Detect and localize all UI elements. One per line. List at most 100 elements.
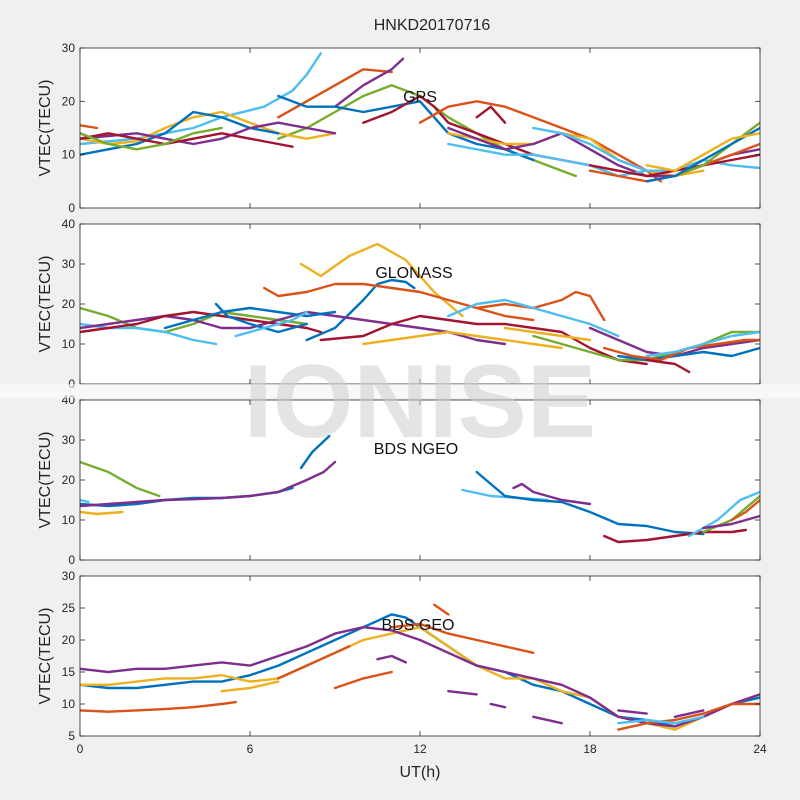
panel-glonass: 0 10 20 30 40 VTEC(TECU) GLONASS xyxy=(37,217,761,391)
series-line xyxy=(234,310,308,338)
panel-gps: 0 10 20 30 VTEC(TECU) GPS xyxy=(37,41,761,215)
y-tick-label: 10 xyxy=(62,148,76,162)
series-line xyxy=(80,322,218,346)
series-line xyxy=(376,654,407,664)
y-tick-label: 0 xyxy=(68,377,75,391)
series-line xyxy=(80,126,223,151)
y-tick-label: 40 xyxy=(62,393,76,407)
series-line xyxy=(532,715,563,725)
y-tick-label: 30 xyxy=(62,569,76,583)
panel-label: GLONASS xyxy=(375,265,452,282)
series-line xyxy=(617,715,705,725)
series-line xyxy=(277,68,393,119)
y-tick-label: 0 xyxy=(68,553,75,567)
y-tick-label: 10 xyxy=(62,337,76,351)
series-line xyxy=(80,510,124,516)
panel-label: GPS xyxy=(403,89,437,106)
series-line xyxy=(475,470,705,536)
series-line xyxy=(617,709,648,715)
y-tick-label: 0 xyxy=(68,201,75,215)
series-line xyxy=(299,434,331,470)
series-group xyxy=(80,52,760,183)
series-line xyxy=(80,110,280,156)
series-line xyxy=(702,514,760,530)
series-line xyxy=(319,314,648,366)
series-line xyxy=(617,346,760,362)
x-axis-label: UT(h) xyxy=(400,764,441,781)
series-line xyxy=(503,326,592,342)
x-tick-label: 6 xyxy=(247,742,254,756)
series-line xyxy=(475,290,606,322)
series-line xyxy=(163,306,337,330)
x-tick-label: 18 xyxy=(583,742,597,756)
series-line xyxy=(390,622,535,654)
series-line xyxy=(673,709,705,718)
series-line xyxy=(673,121,760,178)
x-tick-label: 12 xyxy=(413,742,427,756)
series-line xyxy=(512,482,592,506)
series-line xyxy=(263,282,535,322)
series-line xyxy=(214,302,308,334)
series-line xyxy=(80,132,294,148)
plot-area xyxy=(80,400,760,560)
x-tick-label: 0 xyxy=(77,742,84,756)
series-line xyxy=(489,702,507,709)
series-group xyxy=(80,434,760,544)
series-line xyxy=(433,603,450,616)
y-tick-label: 20 xyxy=(62,297,76,311)
y-tick-label: 10 xyxy=(62,513,76,527)
series-line xyxy=(418,100,662,183)
series-group xyxy=(80,603,760,731)
series-line xyxy=(80,460,337,508)
plot-area xyxy=(80,576,760,736)
series-line xyxy=(475,105,507,124)
series-line xyxy=(80,310,507,346)
series-line xyxy=(333,670,393,690)
series-line xyxy=(277,94,535,162)
series-line xyxy=(333,57,405,108)
y-tick-label: 20 xyxy=(62,94,76,108)
panel-label: BDS NGEO xyxy=(374,441,458,458)
series-line xyxy=(80,306,308,334)
series-line xyxy=(645,132,760,172)
panels-group: 0 10 20 30 VTEC(TECU) GPS 0 10 20 30 40 VTEC(TECU) G… xyxy=(37,41,767,756)
series-line xyxy=(299,242,464,318)
series-line xyxy=(80,124,99,130)
y-axis-label: VTEC(TECU) xyxy=(37,432,54,529)
series-line xyxy=(532,126,648,172)
panel-bds-geo: 5 10 15 20 25 30 0 6 12 18 24 VTEC(TECU) BDS GEO xyxy=(37,569,767,756)
panel-label: BDS GEO xyxy=(382,617,455,634)
y-tick-label: 25 xyxy=(62,601,76,615)
series-line xyxy=(305,278,416,342)
series-line xyxy=(645,126,760,183)
y-axis-label: VTEC(TECU) xyxy=(37,80,54,177)
series-line xyxy=(80,460,161,498)
y-tick-label: 40 xyxy=(62,217,76,231)
y-axis-label: VTEC(TECU) xyxy=(37,608,54,705)
y-tick-label: 20 xyxy=(62,633,76,647)
series-group xyxy=(80,242,760,374)
series-line xyxy=(645,330,760,358)
panel-bds-ngeo: 0 10 20 30 40 VTEC(TECU) BDS NGEO xyxy=(37,393,761,567)
series-line xyxy=(730,498,760,522)
y-tick-label: 10 xyxy=(62,697,76,711)
figure-title: HNKD20170716 xyxy=(374,17,491,34)
y-tick-label: 30 xyxy=(62,257,76,271)
series-line xyxy=(645,358,691,374)
series-line xyxy=(447,298,620,338)
series-line xyxy=(362,330,563,350)
y-tick-label: 15 xyxy=(62,665,76,679)
y-tick-label: 20 xyxy=(62,473,76,487)
series-line xyxy=(277,645,351,680)
x-tick-label: 24 xyxy=(753,742,767,756)
series-line xyxy=(80,700,237,713)
series-line xyxy=(220,680,280,693)
series-line xyxy=(617,702,760,731)
series-line xyxy=(80,498,90,504)
y-axis-label: VTEC(TECU) xyxy=(37,256,54,353)
y-tick-label: 30 xyxy=(62,41,76,55)
series-line xyxy=(447,690,478,696)
series-line xyxy=(80,310,322,334)
y-tick-label: 30 xyxy=(62,433,76,447)
